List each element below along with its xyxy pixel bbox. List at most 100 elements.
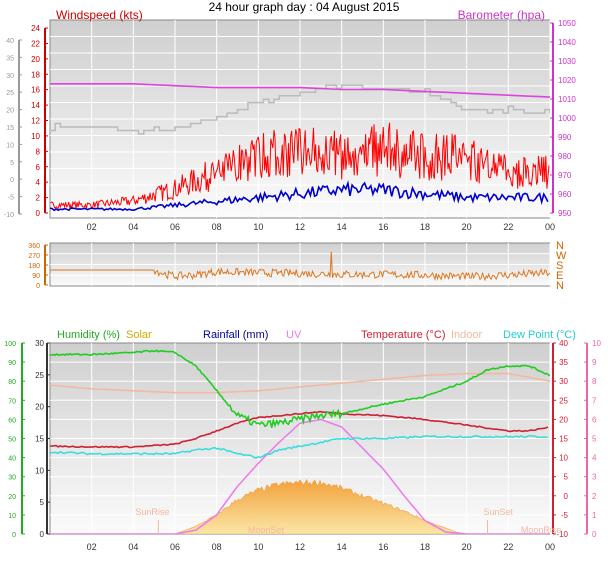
x-tick-label: 22 xyxy=(503,542,513,552)
uv-axis-tick-label: 4 xyxy=(592,454,597,463)
outer-wind-axis-tick-label: 30 xyxy=(6,73,14,80)
legend-item: Indoor xyxy=(451,329,483,341)
direction-axis-tick-label: 90 xyxy=(32,273,40,280)
dew-point-line xyxy=(50,434,548,459)
windspeed-axis-tick-label: 24 xyxy=(31,24,40,33)
x-tick-label: 18 xyxy=(420,542,430,552)
outer-wind-axis-tick-label: 0 xyxy=(10,177,14,184)
direction-panel-grid xyxy=(50,243,551,286)
barometer-axis-tick-label: 1050 xyxy=(558,19,576,28)
uv-axis-tick-label: 7 xyxy=(592,396,597,405)
humidity-axis-tick-label: 100 xyxy=(4,341,16,348)
compass-axis-tick-label: N xyxy=(556,240,564,252)
outer-wind-axis-tick-label: 10 xyxy=(6,142,14,149)
windspeed-axis-label: Windspeed (kts) xyxy=(56,8,143,22)
temperature-panel-axes: 02 04 06 08 10 12 14 16 18 20 22 001009080706050403… xyxy=(4,339,601,552)
barometer-axis-tick-label: 990 xyxy=(558,133,572,142)
temperature-axis-tick-label: 0 xyxy=(564,492,569,501)
rainfall-axis-tick-label: 10 xyxy=(35,466,44,475)
wind-panel-series xyxy=(50,83,550,212)
legend-item: Humidity (%) xyxy=(57,329,120,341)
barometer-axis-tick-label: 1030 xyxy=(558,57,576,66)
x-tick-label: 10 xyxy=(253,542,263,552)
uv-line xyxy=(50,418,550,534)
humidity-axis-tick-label: 40 xyxy=(8,456,16,463)
x-tick-label: 00 xyxy=(545,542,555,552)
compass-axis-tick-label: W xyxy=(556,250,567,262)
temperature-axis-tick-label: 10 xyxy=(559,454,568,463)
outer-wind-axis-tick-label: 20 xyxy=(6,108,14,115)
outer-wind-axis-tick-label: 25 xyxy=(6,90,14,97)
temperature-axis-tick-label: 5 xyxy=(564,473,569,482)
x-tick-label: 20 xyxy=(462,542,472,552)
x-tick-label: 20 xyxy=(462,222,472,232)
barometer-axis-tick-label: 1020 xyxy=(558,76,576,85)
humidity-axis-tick-label: 50 xyxy=(8,437,16,444)
humidity-axis-tick-label: 80 xyxy=(8,379,16,386)
legend-item: Dew Point (°C) xyxy=(503,329,576,341)
legend-item: UV xyxy=(286,329,302,341)
uv-axis-tick-label: 9 xyxy=(592,358,597,367)
x-tick-label: 14 xyxy=(337,222,347,232)
barometer-axis-tick-label: 1010 xyxy=(558,95,576,104)
direction-axis-tick-label: 180 xyxy=(28,263,40,270)
barometer-axis-tick-label: 980 xyxy=(558,152,572,161)
direction-axis-tick-label: 0 xyxy=(36,283,40,290)
windspeed-axis-tick-label: 6 xyxy=(36,163,41,172)
x-tick-label: 02 xyxy=(87,222,97,232)
humidity-line xyxy=(50,349,550,428)
indoor-line xyxy=(50,372,550,394)
uv-axis-tick-label: 1 xyxy=(592,511,597,520)
legend-item: Solar xyxy=(126,329,152,341)
outer-wind-axis-tick-label: 15 xyxy=(6,125,14,132)
temperature-axis-tick-label: 20 xyxy=(559,415,568,424)
uv-axis-tick-label: 2 xyxy=(592,492,597,501)
x-tick-label: 12 xyxy=(295,222,305,232)
temperature-panel-series xyxy=(50,349,550,534)
x-tick-label: 04 xyxy=(128,542,138,552)
x-tick-label: 18 xyxy=(420,222,430,232)
legend-item: Temperature (°C) xyxy=(361,329,445,341)
humidity-axis-tick-label: 70 xyxy=(8,398,16,405)
uv-axis-tick-label: 0 xyxy=(592,530,597,539)
x-tick-label: 22 xyxy=(503,222,513,232)
outer-wind-axis-tick-label: -5 xyxy=(8,195,14,202)
rainfall-axis-tick-label: 25 xyxy=(35,371,44,380)
outer-wind-axis-tick-label: -10 xyxy=(4,212,14,219)
temperature-axis-tick-label: 35 xyxy=(559,358,568,367)
temperature-axis-tick-label: -5 xyxy=(561,511,569,520)
chart-title: 24 hour graph day : 04 August 2015 xyxy=(209,0,400,14)
average-wind-line xyxy=(50,180,549,212)
windspeed-axis-tick-label: 10 xyxy=(31,132,40,141)
rainfall-axis-tick-label: 15 xyxy=(35,435,44,444)
temperature-axis-tick-label: -10 xyxy=(556,530,568,539)
rainfall-axis-tick-label: 20 xyxy=(35,403,44,412)
wind-panel-axes: 02 04 06 08 10 12 14 16 18 20 22 002422201816141210… xyxy=(4,19,576,232)
temperature-panel-annotations: SunRise SunSet MoonSet MoonRise xyxy=(135,507,561,535)
rainfall-axis-tick-label: 0 xyxy=(40,530,45,539)
rainfall-axis-tick-label: 30 xyxy=(35,339,44,348)
x-tick-label: 00 xyxy=(545,222,555,232)
barometer-axis-tick-label: 970 xyxy=(558,171,572,180)
x-tick-label: 10 xyxy=(253,222,263,232)
temperature-axis-tick-label: 25 xyxy=(559,396,568,405)
windspeed-axis-tick-label: 16 xyxy=(31,86,40,95)
outer-wind-axis-tick-label: 35 xyxy=(6,55,14,62)
direction-axis-tick-label: 270 xyxy=(28,253,40,260)
wind-direction-line xyxy=(50,251,550,282)
uv-axis-tick-label: 8 xyxy=(592,377,597,386)
x-tick-label: 16 xyxy=(378,542,388,552)
windspeed-axis-tick-label: 0 xyxy=(36,209,41,218)
legend-item: Rainfall (mm) xyxy=(203,329,268,341)
x-tick-label: 14 xyxy=(337,542,347,552)
humidity-axis-tick-label: 30 xyxy=(8,475,16,482)
humidity-axis-tick-label: 90 xyxy=(8,360,16,367)
rainfall-axis-tick-label: 5 xyxy=(40,498,45,507)
outer-average-line xyxy=(50,84,550,135)
windspeed-axis-tick-label: 14 xyxy=(31,101,40,110)
barometer-axis-label: Barometer (hpa) xyxy=(458,8,545,22)
x-tick-label: 08 xyxy=(212,222,222,232)
windspeed-axis-tick-label: 2 xyxy=(36,194,41,203)
